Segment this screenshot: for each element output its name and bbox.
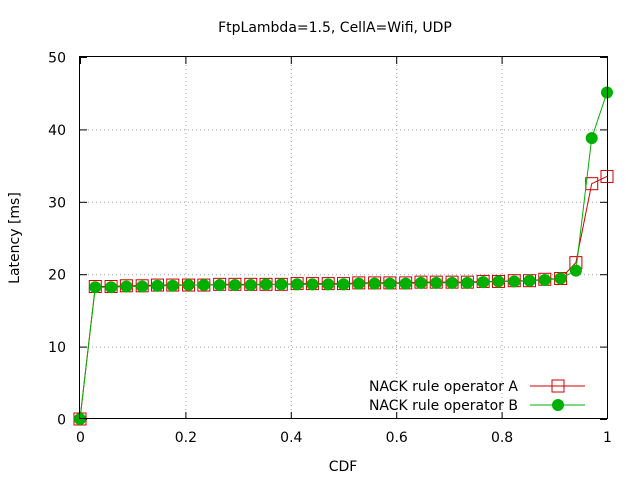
y-tick-label: 20: [48, 268, 66, 284]
data-point: [228, 279, 241, 292]
data-point: [275, 278, 288, 291]
legend: NACK rule operator A NACK rule operator B: [369, 379, 585, 414]
data-point: [244, 279, 257, 292]
legend-label: NACK rule operator B: [369, 398, 518, 414]
series-1: [73, 169, 614, 426]
x-axis-label: CDF: [329, 459, 358, 475]
data-point: [508, 275, 521, 288]
data-point: [461, 276, 474, 289]
data-point: [585, 177, 599, 191]
data-point: [352, 277, 365, 290]
data-point: [430, 276, 443, 289]
data-point: [585, 132, 598, 145]
data-point: [368, 277, 381, 290]
series-2: [74, 86, 613, 425]
x-tick-label: 0.8: [491, 430, 513, 446]
data-point: [260, 278, 273, 291]
grid: [80, 57, 607, 419]
y-tick-label: 50: [48, 51, 66, 67]
data-point: [105, 281, 118, 294]
data-point: [213, 279, 226, 292]
x-tick-label: 1: [603, 430, 612, 446]
legend-marker: [552, 399, 564, 411]
y-tick-label: 30: [48, 195, 66, 211]
data-point: [492, 275, 505, 288]
data-point: [291, 278, 304, 291]
data-point: [414, 276, 427, 289]
data-point: [166, 279, 179, 292]
series-line: [79, 92, 608, 420]
y-axis-label: Latency [ms]: [7, 192, 23, 284]
data-point: [383, 277, 396, 290]
data-point: [337, 278, 350, 291]
data-point: [89, 281, 102, 294]
data-point: [120, 280, 133, 293]
data-point: [136, 280, 149, 293]
x-tick-label: 0.2: [175, 430, 197, 446]
data-point: [554, 272, 567, 285]
data-point: [322, 278, 335, 291]
y-tick-label: 40: [48, 123, 66, 139]
y-tick-label: 10: [48, 340, 66, 356]
data-point: [197, 279, 210, 292]
series-line: [79, 176, 608, 420]
series: [73, 86, 614, 426]
data-point: [523, 274, 536, 287]
data-point: [306, 278, 319, 291]
chart-title: FtpLambda=1.5, CellA=Wifi, UDP: [218, 20, 452, 36]
y-tick-label: 0: [57, 413, 66, 429]
legend-label: NACK rule operator A: [369, 379, 518, 395]
data-point: [446, 276, 459, 289]
data-point: [569, 264, 582, 277]
x-tick-label: 0.6: [386, 430, 408, 446]
data-point: [182, 279, 195, 292]
x-tick-label: 0.4: [280, 430, 302, 446]
data-point: [538, 273, 551, 286]
legend-marker: [551, 379, 565, 393]
x-tick-label: 0: [76, 430, 85, 446]
data-point: [151, 279, 164, 292]
data-point: [477, 276, 490, 289]
plot-frame: [79, 56, 608, 419]
data-point: [399, 277, 412, 290]
